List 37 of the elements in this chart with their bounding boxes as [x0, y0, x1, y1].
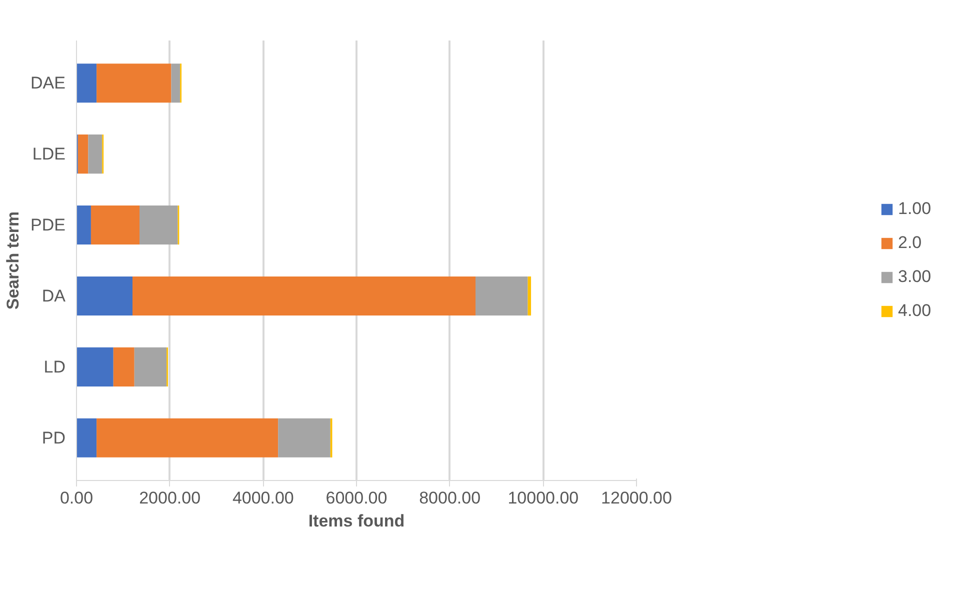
y-tick-label: DA [42, 286, 66, 306]
y-tick-label: PD [42, 428, 66, 448]
bar [278, 418, 330, 458]
bar [171, 64, 180, 103]
bar [88, 134, 102, 174]
bar [78, 134, 88, 174]
bar [528, 276, 532, 316]
y-tick-label: LD [44, 357, 66, 376]
x-tick-label: 2000.00 [139, 488, 201, 508]
x-tick-label: 6000.00 [326, 488, 388, 508]
bar [134, 347, 167, 386]
y-tick-label: LDE [32, 144, 66, 164]
y-tick-label: DAE [30, 74, 66, 93]
bar [76, 206, 91, 245]
bar [96, 64, 172, 103]
bar [76, 347, 114, 386]
legend-label: 2.0 [898, 233, 923, 253]
bar [96, 418, 278, 458]
bar [140, 206, 178, 245]
x-axis-title: Items found [308, 512, 405, 530]
x-tick-label: 4000.00 [232, 488, 294, 508]
x-tick-label: 8000.00 [419, 488, 481, 508]
legend-label: 4.00 [898, 301, 932, 321]
y-axis-title: Search term [4, 211, 23, 310]
bar [76, 276, 132, 316]
y-tick-label: PDE [30, 216, 66, 235]
bar [476, 276, 528, 316]
bar [113, 347, 134, 386]
bar [76, 64, 97, 103]
x-tick-label: 0.00 [60, 488, 94, 508]
bar [76, 418, 97, 458]
x-tick-label: 10000.00 [508, 488, 579, 508]
bar [90, 206, 140, 245]
legend-label: 3.00 [898, 267, 932, 287]
legend-label: 1.00 [898, 199, 932, 219]
x-tick-label: 12000.00 [601, 488, 672, 508]
bar [132, 276, 476, 316]
